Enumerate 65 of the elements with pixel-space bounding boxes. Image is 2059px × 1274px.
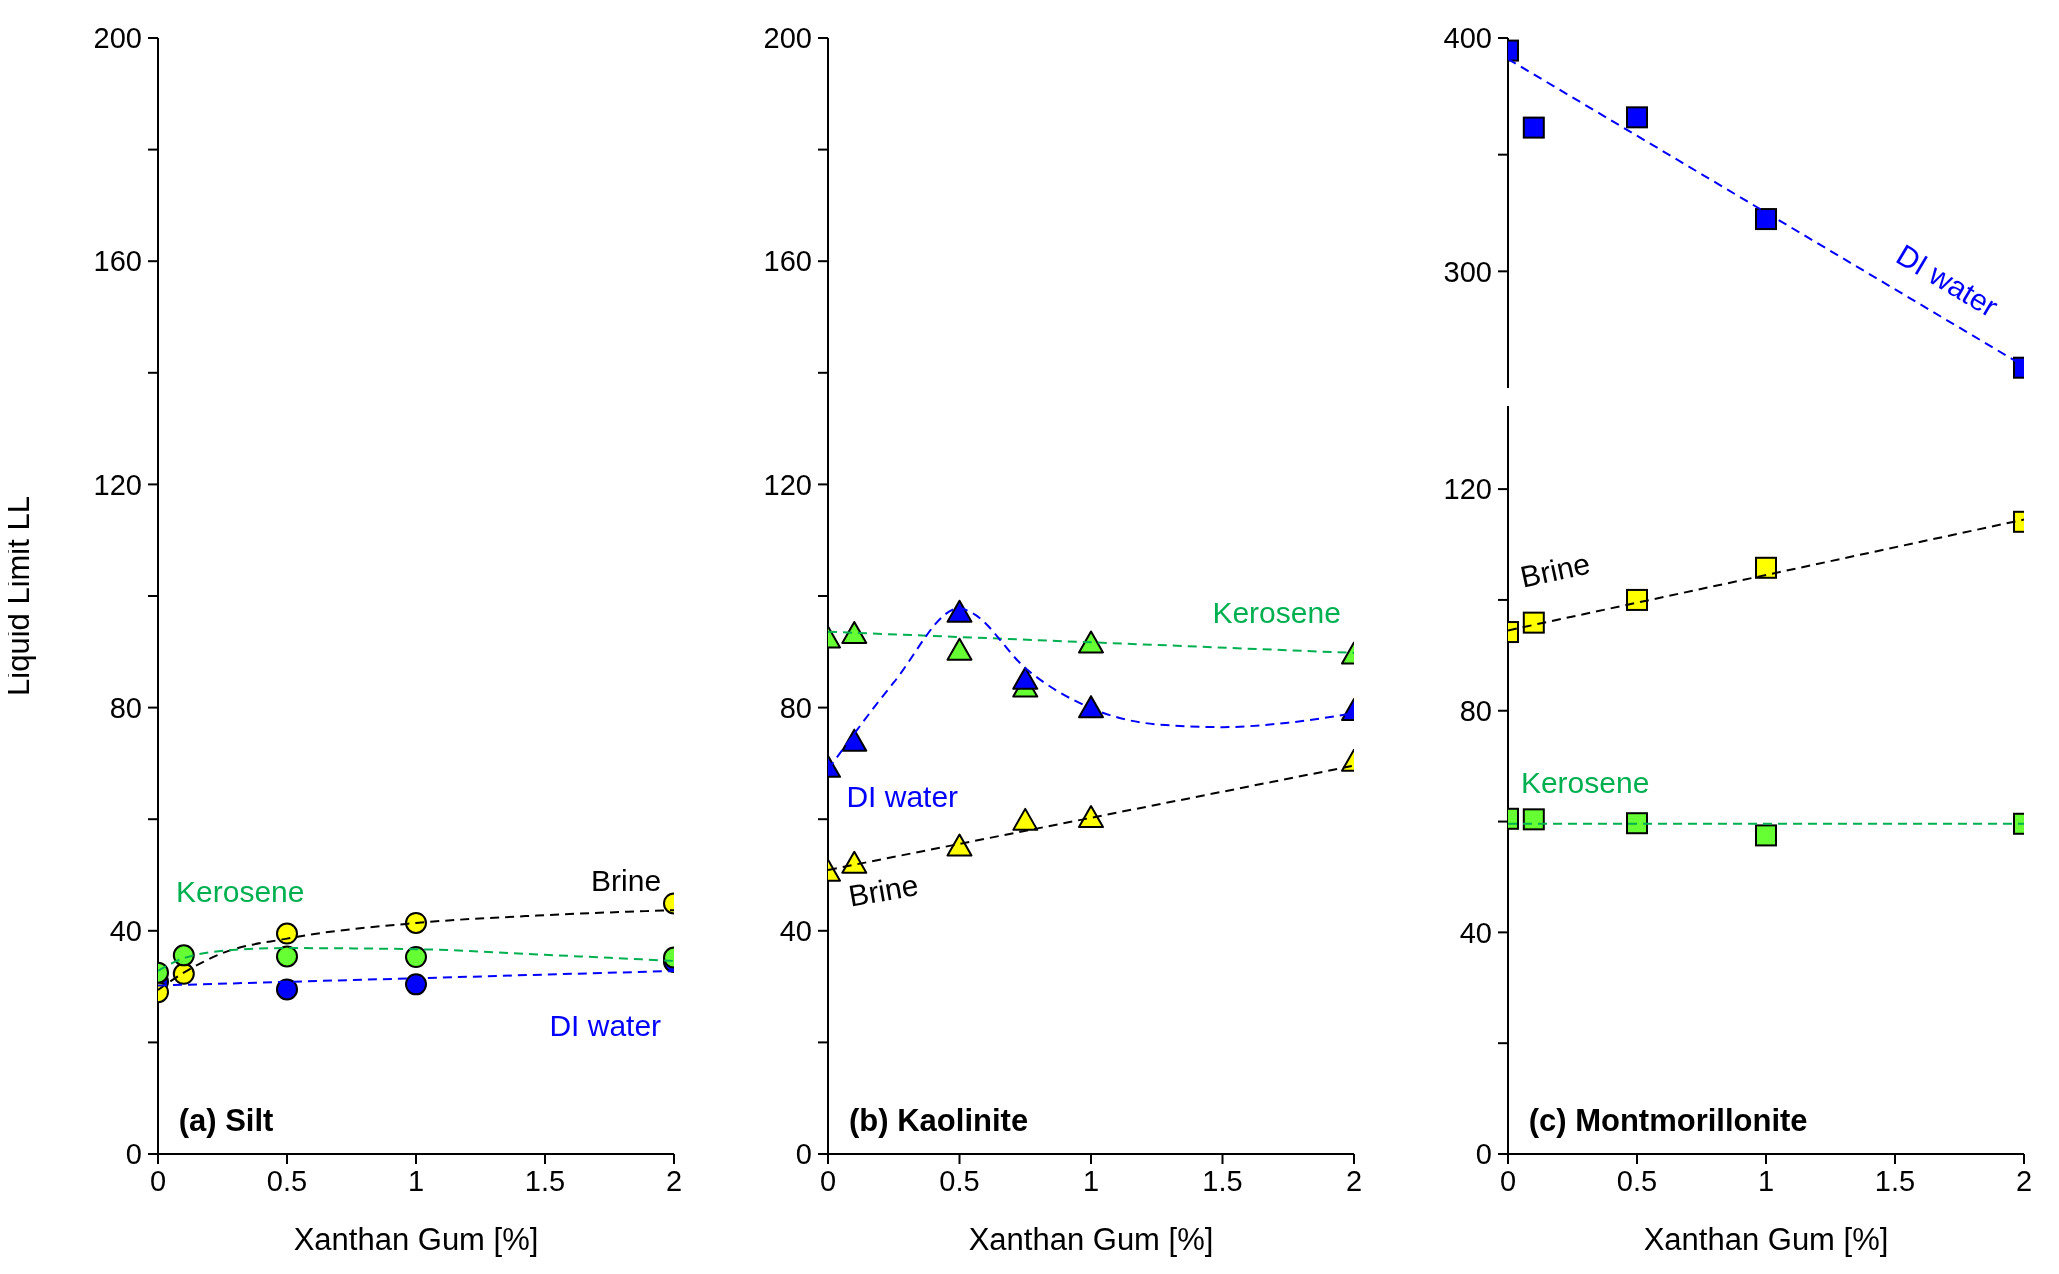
point: [1078, 805, 1104, 829]
x-axis-title: Xanthan Gum [%]: [968, 1222, 1214, 1257]
y-tick-label: 160: [93, 245, 142, 278]
series-label: Brine: [591, 863, 662, 898]
x-tick-label: 1: [407, 1164, 425, 1197]
x-axis-title: Xanthan Gum [%]: [1643, 1222, 1889, 1257]
x-tick-label: 1: [1082, 1164, 1100, 1197]
x-tick-label: 2: [2015, 1164, 2033, 1197]
x-tick-label: 0.5: [1616, 1164, 1658, 1197]
y-tick-label: 40: [109, 915, 142, 948]
series-label: Kerosene: [1212, 595, 1341, 630]
y-tick-label: 200: [93, 22, 142, 55]
y-tick-label: 40: [1459, 916, 1492, 949]
point: [1078, 630, 1104, 654]
y-tick-label: 120: [763, 468, 812, 501]
x-tick-label: 1: [1757, 1164, 1775, 1197]
point: [946, 637, 973, 661]
x-tick-label: 1.5: [524, 1164, 566, 1197]
x-tick-label: 2: [1345, 1164, 1363, 1197]
series-label: DI water: [549, 1008, 662, 1043]
series-label: Kerosene: [1520, 765, 1650, 800]
point: [1626, 812, 1648, 835]
point: [1626, 588, 1648, 611]
x-axis-title: Xanthan Gum [%]: [293, 1222, 539, 1257]
x-tick-label: 0: [1499, 1164, 1517, 1197]
y-tick-label: 120: [93, 468, 142, 501]
point: [1522, 116, 1545, 139]
text: Brine: [1517, 546, 1593, 595]
y-tick-label: 80: [109, 691, 142, 724]
y-tick-label: 300: [1443, 255, 1492, 288]
x-tick-label: 1.5: [1874, 1164, 1916, 1197]
x-tick-label: 0.5: [266, 1164, 308, 1197]
point: [1012, 807, 1039, 831]
point: [946, 833, 973, 857]
text: (c) Montmorillonite: [1528, 1102, 1808, 1139]
x-tick-label: 2: [665, 1164, 683, 1197]
y-tick-label: 400: [1443, 22, 1492, 55]
x-tick-label: 0: [149, 1164, 167, 1197]
point: [1522, 808, 1545, 831]
text: (a) Silt: [178, 1102, 274, 1139]
x-tick-label: 0: [819, 1164, 837, 1197]
x-tick-label: 0.5: [939, 1164, 980, 1197]
point: [1078, 695, 1104, 719]
point: [1755, 824, 1777, 847]
point: [1012, 666, 1039, 690]
x-tick-label: 1.5: [1202, 1164, 1243, 1197]
y-tick-label: 0: [795, 1138, 812, 1171]
y-tick-label: 0: [1475, 1138, 1492, 1171]
y-tick-label: 0: [125, 1138, 142, 1171]
series-label: Kerosene: [176, 874, 305, 909]
y-tick-label: 120: [1443, 473, 1492, 506]
point: [1755, 556, 1777, 579]
point: [1522, 611, 1545, 634]
y-tick-label: 80: [779, 691, 812, 724]
text: Brine: [846, 868, 921, 915]
text: DI water: [1889, 237, 2004, 324]
y-tick-label: 200: [763, 22, 812, 55]
text: (b) Kaolinite: [849, 1102, 1029, 1139]
point: [1755, 208, 1777, 231]
y-tick-label: 80: [1459, 695, 1492, 728]
point: [946, 599, 973, 623]
y-tick-label: 40: [779, 915, 812, 948]
y-tick-label: 160: [763, 245, 812, 278]
series-label: DI water: [846, 779, 959, 814]
point: [1626, 106, 1648, 129]
